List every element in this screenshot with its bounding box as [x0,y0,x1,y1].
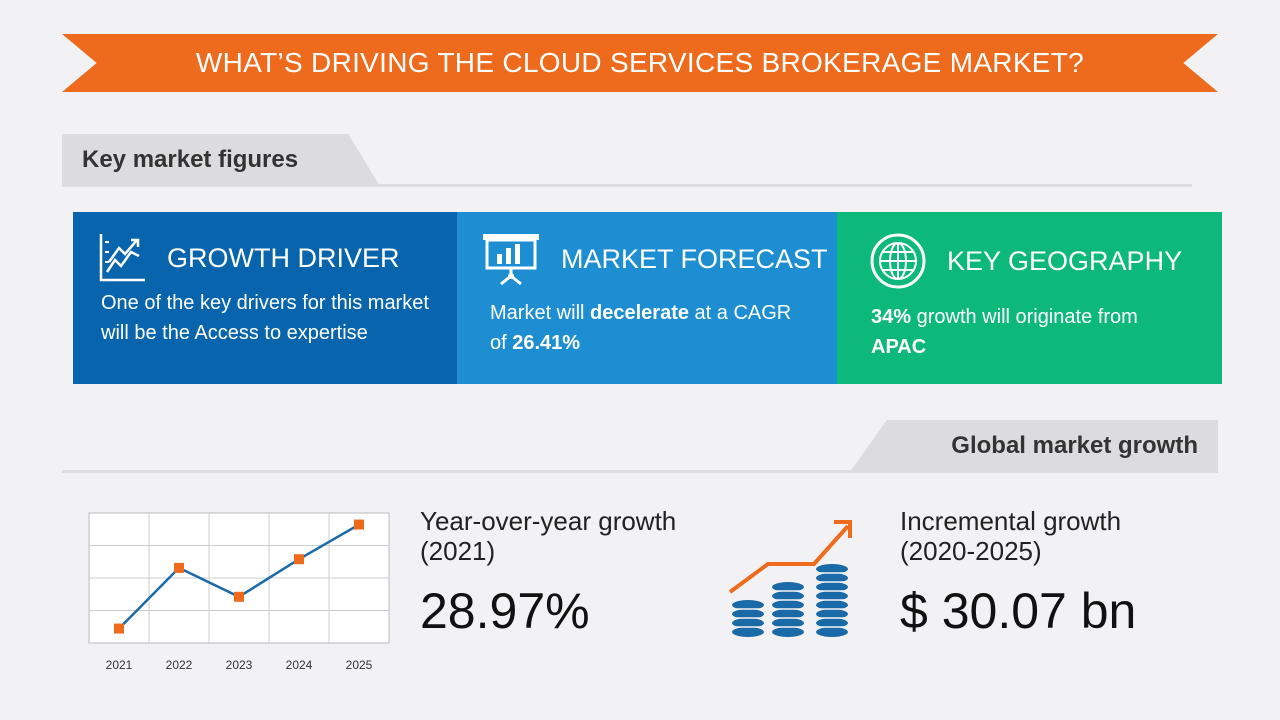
data-point [294,554,304,565]
forecast-text-middle: at a CAGR of [490,302,792,354]
growth-driver-text: One of the key drivers for this market w… [101,292,429,344]
data-point [354,519,364,530]
x-tick-label: 2025 [346,658,373,672]
x-tick-label: 2024 [286,658,313,672]
x-tick-label: 2021 [106,658,133,672]
yoy-value: 28.97% [420,583,590,639]
yoy-line-chart: 2021 2022 2023 2024 2025 [88,512,390,672]
x-tick-label: 2023 [226,658,253,672]
forecast-cagr: 26.41% [512,332,581,354]
divider [62,470,1218,473]
global-growth-heading: Global market growth [951,432,1198,459]
key-geography-text: 34% growth will originate from APAC [871,302,1191,362]
market-forecast-title: MARKET FORECAST [561,243,828,274]
globe-icon [870,233,926,289]
coin-stacks-growth-icon [728,520,852,637]
growth-chart-icon [99,234,145,282]
global-growth-tab: Global market growth [850,420,1218,472]
key-figures-tab: Key market figures [62,134,380,186]
forecast-bold-word: decelerate [590,302,689,324]
geography-region: APAC [871,336,927,358]
data-point [234,591,244,602]
presentation-board-icon [483,234,539,286]
geography-share: 34% [871,306,912,328]
data-point [174,562,184,573]
key-geography-card: KEY GEOGRAPHY 34% growth will originate … [837,212,1222,384]
incremental-label: Incremental growth (2020-2025) [900,506,1122,566]
growth-driver-title: GROWTH DRIVER [167,242,400,273]
x-tick-label: 2022 [166,658,193,672]
data-point [114,623,124,634]
yoy-label: Year-over-year growth (2021) [420,506,677,566]
page-title: WHAT’S DRIVING THE CLOUD SERVICES BROKER… [195,47,1085,78]
market-forecast-text: Market will decelerate at a CAGR of 26.4… [490,298,810,358]
incremental-value: $ 30.07 bn [900,583,1137,639]
growth-driver-card: GROWTH DRIVER One of the key drivers for… [73,212,457,384]
forecast-text-before: Market will [490,302,585,324]
divider [62,184,1192,187]
key-figures-heading: Key market figures [82,146,299,173]
geography-text-middle: growth will originate from [916,306,1138,328]
title-banner: WHAT’S DRIVING THE CLOUD SERVICES BROKER… [62,34,1218,92]
key-geography-title: KEY GEOGRAPHY [947,245,1183,276]
market-forecast-card: MARKET FORECAST Market will decelerate a… [457,212,837,384]
